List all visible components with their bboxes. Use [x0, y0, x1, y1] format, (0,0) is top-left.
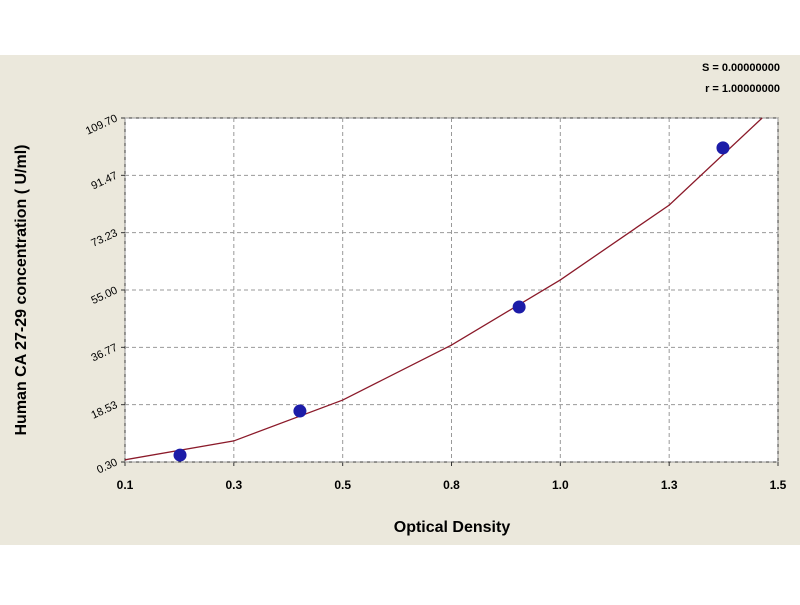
x-tick-label: 0.1	[117, 478, 134, 492]
point	[512, 300, 526, 314]
x-tick-label: 0.8	[443, 478, 460, 492]
x-tick-label: 1.5	[770, 478, 787, 492]
fit-curve	[124, 117, 763, 461]
x-tick-label: 0.5	[334, 478, 351, 492]
y-axis-label: Human CA 27-29 concentration ( U/ml)	[13, 144, 30, 435]
x-axis-label: Optical Density	[394, 519, 511, 536]
annotation: r = 1.00000000	[705, 83, 780, 95]
point	[716, 141, 730, 155]
x-tick-label: 1.3	[661, 478, 678, 492]
x-tick-label: 0.3	[225, 478, 242, 492]
point	[173, 448, 187, 462]
point	[293, 404, 307, 418]
annotation: S = 0.00000000	[702, 62, 780, 74]
x-tick-label: 1.0	[552, 478, 569, 492]
